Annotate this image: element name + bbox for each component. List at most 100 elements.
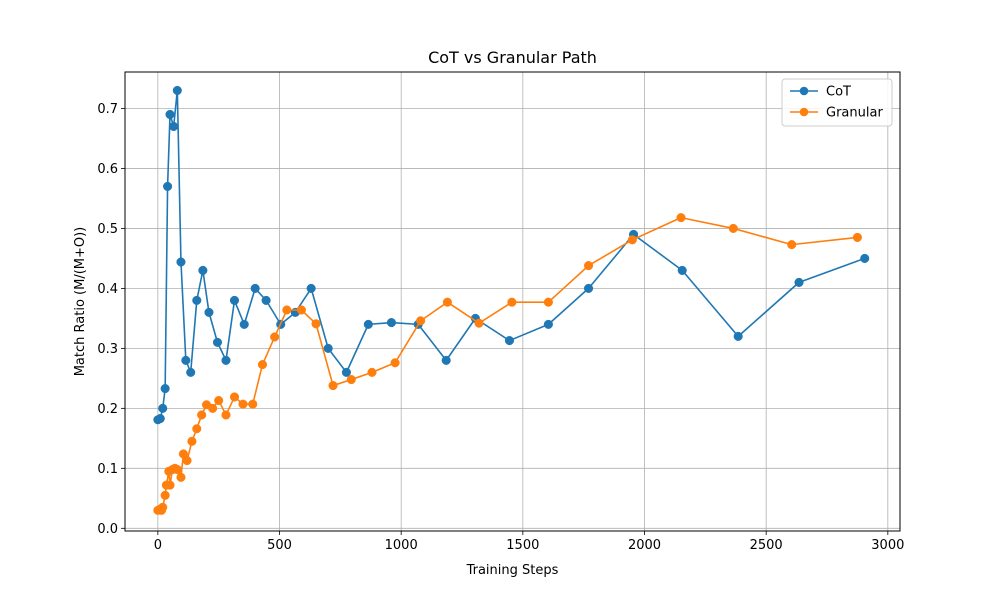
granular-point (197, 410, 207, 420)
cot-point (677, 265, 687, 275)
x-tick-label: 1500 (506, 538, 539, 553)
cot-point (441, 355, 451, 365)
x-tick-label: 3000 (871, 538, 904, 553)
cot-point (181, 355, 191, 365)
granular-point (221, 410, 231, 420)
cot-point (160, 384, 170, 394)
x-tick-label: 500 (267, 538, 292, 553)
y-tick-label: 0.6 (97, 162, 118, 177)
plot-frame (124, 71, 901, 532)
cot-point (363, 319, 373, 329)
cot-point (239, 319, 249, 329)
granular-point (214, 396, 224, 406)
y-tick-label: 0.3 (97, 342, 118, 357)
legend-label: Granular (826, 106, 883, 121)
cot-point (192, 295, 202, 305)
granular-point (208, 403, 218, 413)
granular-point (182, 455, 192, 466)
cot-point (323, 343, 333, 353)
cot-point (341, 367, 351, 377)
y-tick-label: 0.4 (97, 282, 118, 297)
cot-point (306, 283, 316, 293)
granular-point (787, 240, 797, 250)
cot-point (860, 253, 870, 263)
y-tick-label: 0.0 (97, 522, 118, 537)
cot-point (543, 319, 553, 329)
granular-point (311, 319, 321, 329)
cot-point (186, 367, 196, 377)
legend-swatch-marker (799, 107, 809, 117)
granular-point (728, 223, 738, 233)
y-axis-label: Match Ratio (M/(M+O)) (73, 227, 88, 377)
x-tick-label: 2500 (750, 538, 783, 553)
legend-label: CoT (826, 85, 851, 100)
granular-point (238, 399, 248, 409)
granular-point (192, 424, 202, 434)
cot-point (250, 283, 260, 293)
cot-point (583, 283, 594, 293)
granular-point (172, 464, 182, 475)
cot-point (172, 85, 182, 96)
granular-point (165, 480, 175, 490)
y-tick-label: 0.5 (97, 222, 118, 237)
granular-point (160, 490, 170, 500)
granular-point (543, 297, 553, 307)
axis-ticks: 0 500 1000 1500 2000 2500 3000 0.0 0.1 0.2 0.3 0.4 0… (97, 102, 904, 553)
granular-point (229, 392, 240, 402)
legend-item-cot: CoT (790, 85, 851, 100)
cot-line (157, 89, 865, 421)
cot-point (504, 336, 515, 346)
cot-point (163, 181, 173, 191)
granular-point (416, 316, 426, 326)
granular-point (507, 297, 517, 307)
cot-point (165, 109, 175, 120)
cot-point (158, 403, 168, 413)
cot-point (229, 295, 240, 305)
x-tick-label: 0 (154, 538, 162, 553)
x-tick-label: 1000 (385, 538, 418, 553)
granular-point (296, 305, 306, 315)
granular-point (390, 358, 400, 368)
granular-point (367, 367, 377, 377)
legend-item-granular: Granular (790, 106, 883, 121)
granular-point (158, 502, 168, 512)
cot-point (155, 413, 165, 424)
granular-point (328, 381, 338, 391)
granular-point (627, 235, 637, 245)
y-tick-label: 0.1 (97, 462, 118, 477)
chart-title: CoT vs Granular Path (428, 48, 597, 67)
cot-point (204, 307, 214, 317)
cot-point (386, 318, 396, 328)
granular-point (442, 297, 452, 307)
granular-point (187, 436, 197, 446)
granular-point (257, 360, 268, 370)
legend-swatch-marker (799, 86, 809, 96)
cot-point (169, 121, 179, 132)
granular-point (676, 213, 686, 223)
cot-point (794, 277, 804, 287)
cot-point (733, 331, 743, 341)
cot-point (176, 257, 186, 267)
y-tick-label: 0.2 (97, 402, 118, 417)
y-tick-label: 0.7 (97, 102, 118, 117)
grid (125, 72, 900, 531)
granular-point (248, 399, 258, 409)
cot-point (198, 265, 208, 275)
granular-point (583, 261, 594, 271)
granular-point (270, 332, 280, 342)
cot-point (261, 295, 271, 305)
plot-series (153, 85, 870, 515)
granular-point (852, 232, 862, 242)
cot-point (221, 355, 231, 365)
granular-point (176, 472, 186, 482)
granular-point (282, 305, 292, 315)
granular-point (346, 375, 356, 385)
legend: CoT Granular (781, 78, 893, 127)
cot-point (212, 337, 223, 347)
series-granular (153, 213, 862, 515)
x-axis-label: Training Steps (466, 563, 559, 578)
x-tick-label: 2000 (628, 538, 661, 553)
granular-point (474, 318, 484, 328)
